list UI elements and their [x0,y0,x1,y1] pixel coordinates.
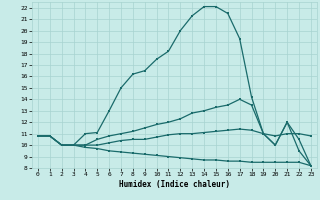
X-axis label: Humidex (Indice chaleur): Humidex (Indice chaleur) [119,180,230,189]
